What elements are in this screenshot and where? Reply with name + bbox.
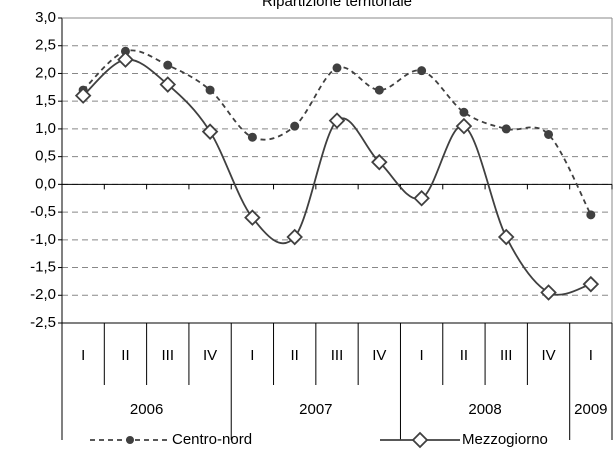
y-tick-label: 0,5 <box>35 148 56 165</box>
x-tick-label: III <box>500 347 513 364</box>
marker <box>163 60 173 70</box>
y-tick-label: 0,0 <box>35 175 56 192</box>
marker <box>497 228 515 246</box>
marker <box>328 112 346 129</box>
legend-label: Mezzogiorno <box>462 431 548 448</box>
x-tick-label: I <box>589 347 593 364</box>
series-line <box>82 58 592 296</box>
y-tick-label: -1,0 <box>30 231 56 248</box>
y-tick-label: 2,5 <box>35 37 56 54</box>
marker <box>205 85 215 95</box>
series-line <box>82 49 592 216</box>
x-tick-label: I <box>81 347 85 364</box>
x-tick-label: IV <box>541 347 555 364</box>
marker <box>582 275 600 293</box>
y-tick-label: 1,5 <box>35 92 56 109</box>
x-tick-label: II <box>460 347 468 364</box>
y-tick-label: -2,5 <box>30 314 56 331</box>
marker <box>371 153 388 171</box>
x-tick-label: I <box>420 347 424 364</box>
y-tick-label: -2,0 <box>30 286 56 303</box>
marker <box>455 117 473 135</box>
y-tick-label: 2,0 <box>35 64 56 81</box>
x-tick-label: IV <box>372 347 386 364</box>
x-group-label: 2007 <box>299 401 332 418</box>
marker <box>332 63 342 73</box>
marker <box>544 129 554 139</box>
marker <box>74 87 92 104</box>
x-group-label: 2009 <box>574 401 607 418</box>
marker <box>501 124 511 134</box>
x-tick-label: III <box>162 347 175 364</box>
marker <box>247 132 257 142</box>
marker <box>459 107 469 117</box>
x-tick-label: III <box>331 347 344 364</box>
legend-marker <box>411 431 429 449</box>
marker <box>117 51 134 68</box>
y-tick-label: 1,0 <box>35 120 56 137</box>
legend-marker <box>126 436 134 444</box>
marker <box>540 284 557 301</box>
x-tick-label: II <box>121 347 129 364</box>
marker <box>201 123 219 140</box>
marker <box>586 210 596 220</box>
marker <box>417 66 427 76</box>
marker <box>159 76 177 93</box>
marker <box>290 121 300 131</box>
x-tick-label: I <box>250 347 254 364</box>
marker <box>244 209 261 226</box>
y-tick-label: 3,0 <box>35 9 56 26</box>
marker <box>286 228 303 246</box>
x-tick-label: IV <box>203 347 217 364</box>
marker <box>413 189 430 207</box>
chart-title: Ripartizione territoriale <box>262 0 412 10</box>
marker <box>374 85 384 95</box>
x-group-label: 2008 <box>468 401 501 418</box>
x-tick-label: II <box>291 347 299 364</box>
x-group-label: 2006 <box>130 401 163 418</box>
y-tick-label: -1,5 <box>30 259 56 276</box>
y-tick-label: -0,5 <box>30 203 56 220</box>
legend-label: Centro-nord <box>172 431 252 448</box>
